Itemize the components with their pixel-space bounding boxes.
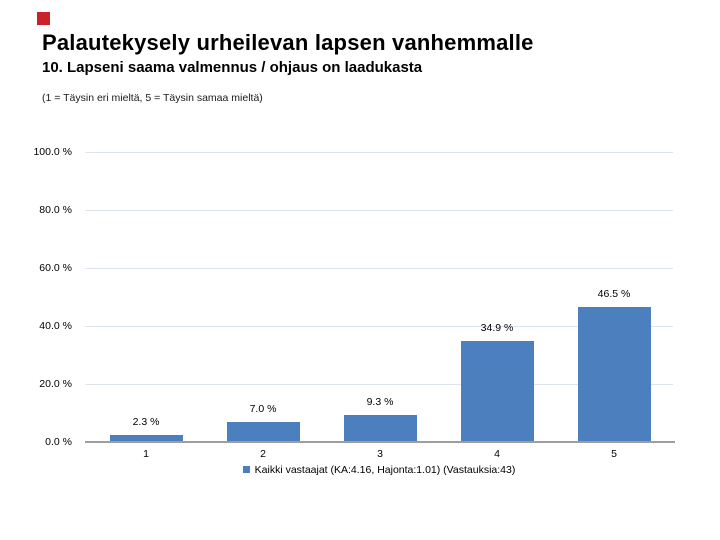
x-axis-tick-label: 2 [260,448,266,460]
bar-value-label: 7.0 % [249,402,277,415]
gridline [85,326,673,327]
x-axis-tick-label: 4 [494,448,500,460]
y-axis-tick-label: 100.0 % [33,146,72,158]
x-axis-tick-label: 1 [143,448,149,460]
gridline [85,384,673,385]
bar [577,307,651,442]
x-axis-tick-label: 3 [377,448,383,460]
question-subtitle: 10. Lapseni saama valmennus / ohjaus on … [42,59,423,76]
bar [109,435,183,442]
bar [460,340,534,442]
x-axis-line [85,441,675,443]
x-axis-tick-label: 5 [611,448,617,460]
bar-value-label: 9.3 % [366,396,394,409]
page-title: Palautekysely urheilevan lapsen vanhemma… [42,30,534,55]
legend-label: Kaikki vastaajat (KA:4.16, Hajonta:1.01)… [254,463,516,476]
x-axis: 1 2 3 4 5 [85,448,673,462]
y-axis-tick-label: 40.0 % [39,320,72,332]
gridline [85,268,673,269]
gridline [85,210,673,211]
bar [343,415,417,442]
legend: Kaikki vastaajat (KA:4.16, Hajonta:1.01)… [85,462,673,477]
y-axis-tick-label: 80.0 % [39,204,72,216]
gridline [85,152,673,153]
scale-note: (1 = Täysin eri mieltä, 5 = Täysin samaa… [42,92,263,104]
y-axis-tick-label: 60.0 % [39,262,72,274]
y-axis: 100.0 % 80.0 % 60.0 % 40.0 % 20.0 % 0.0 % [0,146,78,448]
accent-square [37,12,50,25]
bar-value-label: 46.5 % [597,288,631,301]
plot-area: 2.3 % 7.0 % 9.3 % 34.9 % 46.5 % [85,152,673,442]
y-axis-tick-label: 0.0 % [45,436,72,448]
legend-marker-icon [242,466,250,473]
y-axis-tick-label: 20.0 % [39,378,72,390]
bar-value-label: 2.3 % [132,416,160,429]
bar [226,421,300,442]
bar-value-label: 34.9 % [480,321,514,334]
